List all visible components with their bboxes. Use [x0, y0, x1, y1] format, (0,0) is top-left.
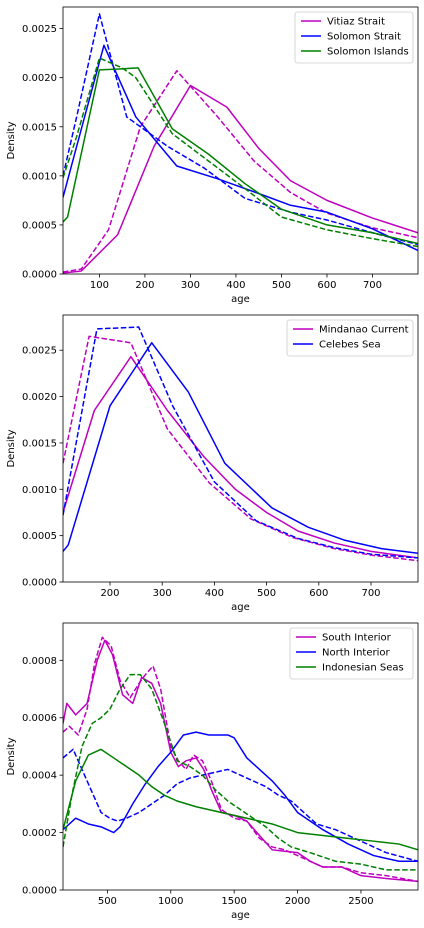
series-line-south-interior-dashed [63, 636, 418, 883]
series-line-north-interior-solid [63, 731, 418, 863]
series-line-solomon-islands-solid [63, 67, 418, 245]
series-line-mindanao-current-solid [63, 355, 418, 559]
y-tick-label: 0.0002 [22, 828, 57, 839]
x-axis-label: age [231, 602, 250, 613]
x-axis-label: age [231, 294, 250, 305]
legend-label: Solomon Islands [327, 47, 409, 58]
x-tick-label: 100 [90, 280, 109, 291]
legend: Vitiaz Strait Solomon Strait Solomon Islan… [294, 11, 414, 64]
series-line-mindanao-current-dashed [63, 335, 418, 562]
legend-label: Indonesian Seas [322, 663, 404, 674]
chart-panel-2: 200 300 400 500 600 700 0.0000 0.0005 0.0010 0.00… [6, 314, 419, 613]
series-line-vitiaz-strait-dashed [63, 70, 418, 273]
legend-label: Vitiaz Strait [327, 17, 385, 28]
axes-frame [62, 314, 419, 583]
chart-panel-1: 100 200 300 400 500 600 700 0.0000 0.0005 0.0010 0… [6, 6, 419, 305]
y-tick-label: 0.0004 [22, 771, 57, 782]
y-axis-label: Density [6, 737, 17, 775]
y-tick-label: 0.0020 [22, 392, 57, 403]
x-tick-label: 700 [361, 588, 380, 599]
x-tick-label: 700 [363, 280, 382, 291]
x-tick-label: 200 [135, 280, 154, 291]
y-tick-label: 0.0015 [22, 122, 57, 133]
y-tick-label: 0.0025 [22, 346, 57, 357]
x-tick-label: 500 [257, 588, 276, 599]
legend-label: North Interior [322, 648, 391, 659]
y-axis-label: Density [6, 121, 17, 159]
series-line-solomon-strait-dashed [63, 13, 418, 246]
legend-label: Solomon Strait [327, 32, 401, 43]
y-tick-label: 0.0000 [22, 270, 57, 281]
axes-frame [62, 6, 419, 275]
x-tick-label: 600 [309, 588, 328, 599]
y-tick-label: 0.0000 [22, 886, 57, 897]
series-line-solomon-islands-dashed [63, 57, 418, 248]
y-tick-label: 0.0025 [22, 24, 57, 35]
y-tick-label: 0.0015 [22, 438, 57, 449]
legend: South Interior North Interior Indonesian S… [289, 627, 414, 680]
series-group [63, 636, 418, 883]
y-tick-label: 0.0005 [22, 220, 57, 231]
legend-label: South Interior [322, 633, 392, 644]
x-tick-label: 500 [98, 896, 117, 907]
x-axis-label: age [231, 910, 250, 921]
series-line-indonesian-seas-solid [63, 748, 418, 851]
x-tick-label: 500 [272, 280, 291, 291]
y-axis-label: Density [6, 429, 17, 467]
chart-panel-3: 500 1000 1500 2000 2500 0.0000 0.0002 0.0004 0.0… [6, 622, 419, 921]
legend-box [286, 319, 414, 357]
x-tick-label: 2000 [285, 896, 310, 907]
legend-box [289, 627, 414, 680]
y-tick-label: 0.0010 [22, 485, 57, 496]
x-tick-label: 300 [181, 280, 200, 291]
y-tick-label: 0.0010 [22, 171, 57, 182]
legend-label: Celebes Sea [319, 340, 381, 351]
x-tick-label: 600 [317, 280, 336, 291]
legend-box [294, 11, 414, 64]
x-tick-label: 400 [205, 588, 224, 599]
x-tick-label: 300 [153, 588, 172, 599]
y-tick-label: 0.0005 [22, 531, 57, 542]
x-tick-label: 200 [100, 588, 119, 599]
y-tick-label: 0.0020 [22, 73, 57, 84]
x-tick-label: 2500 [348, 896, 373, 907]
x-tick-label: 1000 [158, 896, 183, 907]
series-group [63, 13, 418, 274]
series-line-vitiaz-strait-solid [63, 84, 418, 274]
y-tick-label: 0.0000 [22, 578, 57, 589]
axes-frame [62, 622, 419, 891]
legend-label: Mindanao Current [319, 325, 409, 336]
legend: Mindanao Current Celebes Sea [286, 319, 414, 357]
series-line-north-interior-dashed [63, 748, 418, 863]
series-group [63, 326, 418, 562]
x-tick-label: 1500 [221, 896, 246, 907]
series-line-celebes-sea-solid [63, 342, 418, 555]
y-tick-label: 0.0008 [22, 656, 57, 667]
series-line-indonesian-seas-dashed [63, 673, 418, 871]
series-line-celebes-sea-dashed [63, 326, 418, 559]
y-tick-label: 0.0006 [22, 713, 57, 724]
x-tick-label: 400 [226, 280, 245, 291]
